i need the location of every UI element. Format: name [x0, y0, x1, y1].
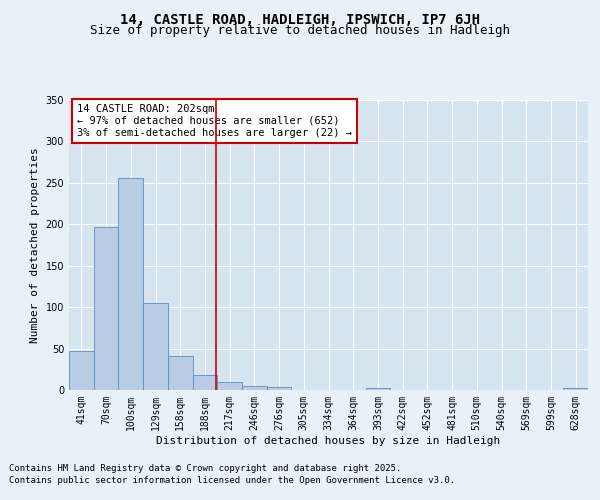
Bar — [118, 178, 143, 390]
Text: 14, CASTLE ROAD, HADLEIGH, IPSWICH, IP7 6JH: 14, CASTLE ROAD, HADLEIGH, IPSWICH, IP7 … — [120, 12, 480, 26]
Bar — [143, 303, 168, 390]
Bar — [365, 388, 390, 390]
Bar — [217, 382, 242, 390]
X-axis label: Distribution of detached houses by size in Hadleigh: Distribution of detached houses by size … — [157, 436, 500, 446]
Bar — [242, 386, 267, 390]
Bar — [193, 375, 217, 390]
Bar — [267, 386, 292, 390]
Bar — [69, 351, 94, 390]
Bar — [168, 356, 193, 390]
Text: Contains HM Land Registry data © Crown copyright and database right 2025.: Contains HM Land Registry data © Crown c… — [9, 464, 401, 473]
Y-axis label: Number of detached properties: Number of detached properties — [30, 147, 40, 343]
Bar — [94, 227, 118, 390]
Text: 14 CASTLE ROAD: 202sqm
← 97% of detached houses are smaller (652)
3% of semi-det: 14 CASTLE ROAD: 202sqm ← 97% of detached… — [77, 104, 352, 138]
Text: Contains public sector information licensed under the Open Government Licence v3: Contains public sector information licen… — [9, 476, 455, 485]
Text: Size of property relative to detached houses in Hadleigh: Size of property relative to detached ho… — [90, 24, 510, 37]
Bar — [563, 388, 588, 390]
